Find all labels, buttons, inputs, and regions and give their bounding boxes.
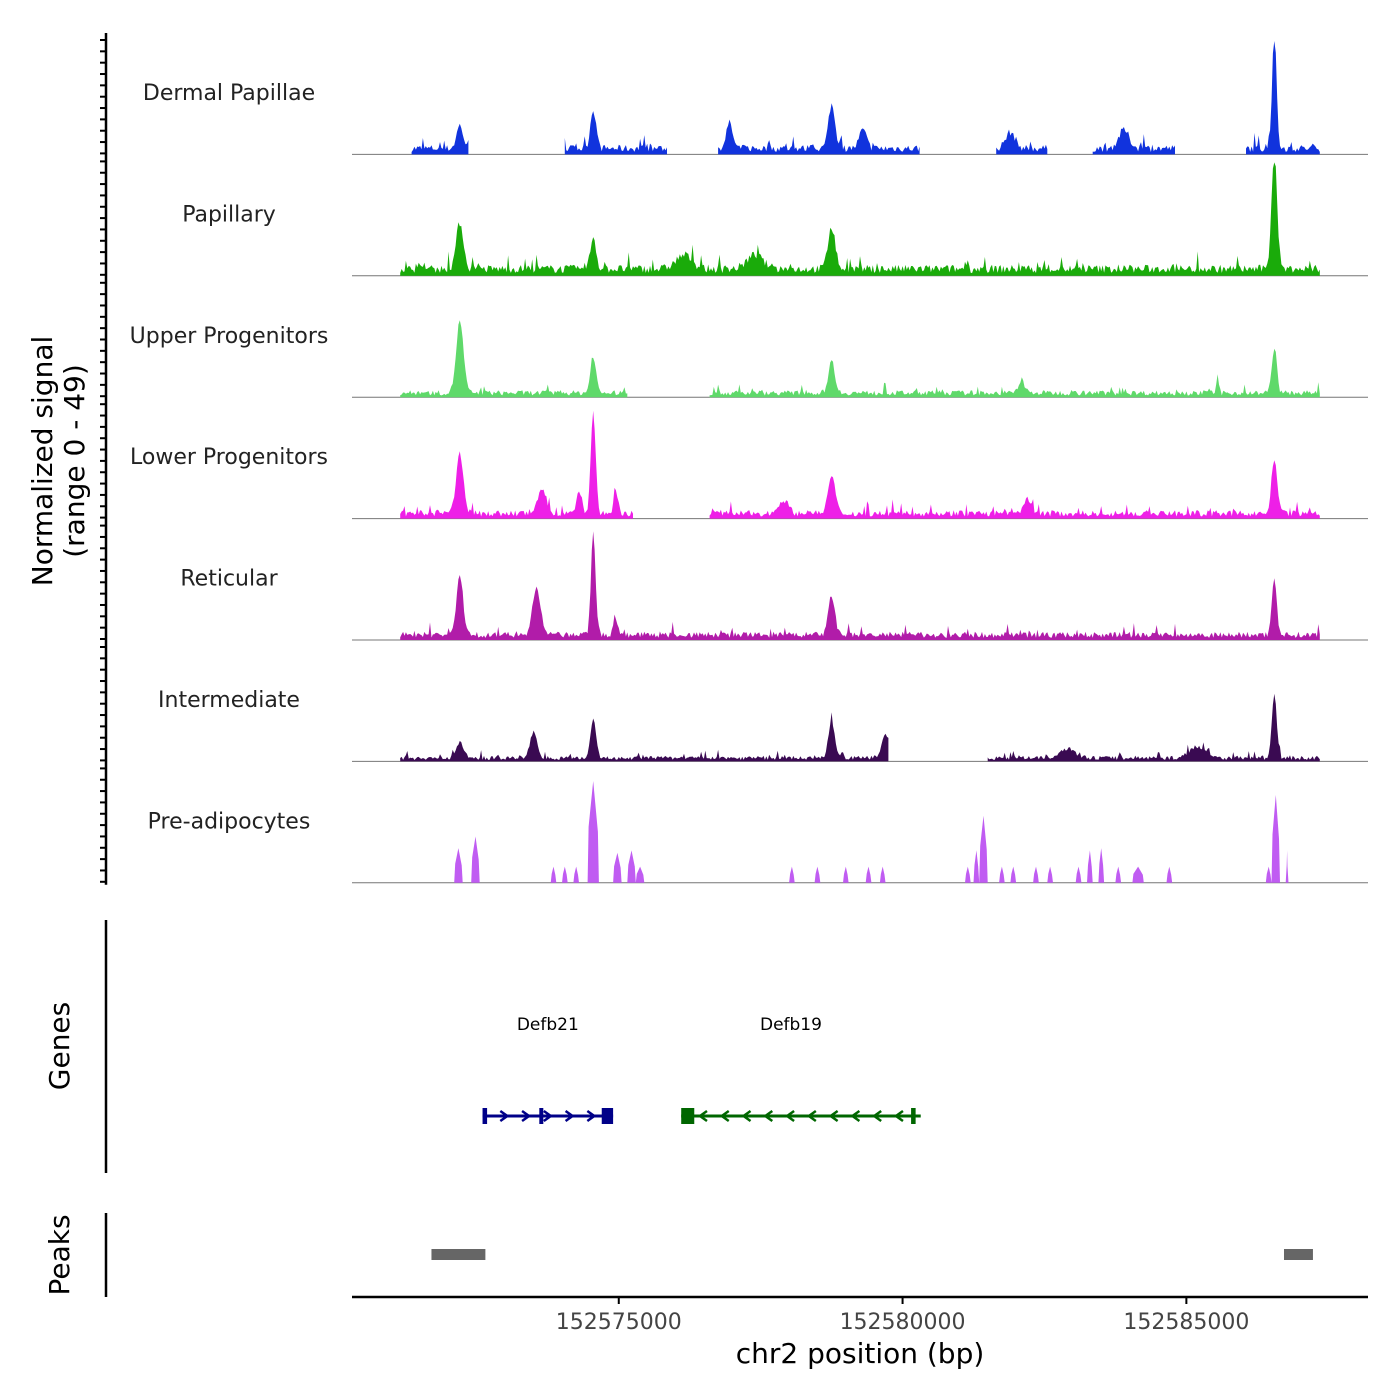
coverage-block bbox=[814, 866, 821, 883]
coverage-block bbox=[1115, 866, 1122, 883]
coverage-block bbox=[1132, 866, 1144, 883]
coverage-tracks: Dermal Papillae Papillary Upper Progenitor… bbox=[130, 41, 1368, 884]
coverage-block bbox=[1075, 866, 1082, 883]
gene-defb21: Defb21 bbox=[482, 1015, 614, 1124]
y-axis-label-line2: (range 0 - 49) bbox=[58, 364, 91, 558]
track-label-lower-progenitors: Lower Progenitors bbox=[130, 445, 328, 470]
gene-track: Defb21 Defb19 bbox=[482, 1015, 921, 1124]
coverage-area bbox=[400, 531, 1320, 640]
coverage-area bbox=[987, 693, 1320, 762]
exon-block bbox=[601, 1108, 614, 1124]
coverage-block bbox=[1047, 866, 1053, 883]
track-dermal-papillae: Dermal Papillae bbox=[143, 41, 1368, 155]
axes: Normalized signal (range 0 - 49) Genes P… bbox=[26, 33, 1368, 1370]
coverage-area bbox=[400, 320, 628, 398]
track-pre-adipocytes: Pre-adipocytes bbox=[148, 781, 1368, 884]
peak-region bbox=[431, 1249, 486, 1260]
peak-region bbox=[1283, 1249, 1313, 1260]
coverage-block bbox=[454, 848, 463, 883]
coverage-area bbox=[1092, 127, 1175, 155]
coverage-block bbox=[587, 781, 599, 883]
strand-arrow bbox=[784, 1109, 795, 1123]
coverage-block bbox=[879, 866, 886, 883]
track-label-papillary: Papillary bbox=[182, 202, 276, 227]
coverage-block bbox=[1271, 794, 1280, 883]
coverage-block bbox=[627, 850, 636, 883]
peaks-track-label: Peaks bbox=[43, 1214, 76, 1295]
strand-arrow bbox=[697, 1109, 708, 1123]
strand-arrow bbox=[499, 1109, 510, 1123]
coverage-area bbox=[400, 162, 1320, 276]
strand-arrow bbox=[719, 1109, 730, 1123]
strand-arrow bbox=[850, 1109, 861, 1123]
coverage-area bbox=[718, 103, 920, 155]
x-tick-label: 152575000 bbox=[556, 1310, 682, 1335]
coverage-block bbox=[1087, 850, 1093, 883]
coverage-block bbox=[471, 836, 480, 883]
coverage-area bbox=[1246, 41, 1320, 155]
strand-arrow bbox=[893, 1109, 904, 1123]
track-upper-progenitors: Upper Progenitors bbox=[130, 320, 1368, 398]
gene-label-defb19: Defb19 bbox=[760, 1015, 822, 1035]
track-label-pre-adipocytes: Pre-adipocytes bbox=[148, 809, 311, 834]
coverage-block bbox=[1098, 848, 1105, 883]
track-label-reticular: Reticular bbox=[180, 567, 278, 592]
coverage-area bbox=[400, 712, 889, 762]
gene-defb19: Defb19 bbox=[681, 1015, 921, 1124]
coverage-area bbox=[400, 410, 633, 519]
coverage-block bbox=[573, 866, 579, 883]
track-label-intermediate: Intermediate bbox=[158, 688, 300, 713]
track-label-upper-progenitors: Upper Progenitors bbox=[130, 324, 329, 349]
coverage-block bbox=[1010, 866, 1017, 883]
coverage-block bbox=[789, 866, 795, 883]
genes-track-label: Genes bbox=[43, 1002, 76, 1090]
strand-arrow bbox=[806, 1109, 817, 1123]
gene-label-defb21: Defb21 bbox=[517, 1015, 579, 1035]
strand-arrow bbox=[543, 1109, 553, 1123]
exon-block bbox=[482, 1108, 488, 1124]
track-lower-progenitors: Lower Progenitors bbox=[130, 410, 1368, 520]
strand-arrow bbox=[828, 1109, 839, 1123]
coverage-area bbox=[411, 123, 469, 155]
track-reticular: Reticular bbox=[180, 531, 1368, 641]
coverage-block bbox=[1285, 850, 1289, 883]
coverage-block bbox=[1265, 866, 1272, 883]
coverage-area bbox=[996, 129, 1048, 155]
x-tick-label: 152580000 bbox=[840, 1310, 966, 1335]
coverage-block bbox=[979, 815, 988, 883]
coverage-block bbox=[973, 850, 980, 883]
coverage-block bbox=[1033, 866, 1039, 883]
strand-arrow bbox=[741, 1109, 752, 1123]
strand-arrow bbox=[586, 1109, 597, 1123]
coverage-block bbox=[965, 866, 971, 883]
coverage-block bbox=[550, 866, 557, 883]
track-label-dermal-papillae: Dermal Papillae bbox=[143, 81, 315, 106]
strand-arrow bbox=[872, 1109, 882, 1123]
track-papillary: Papillary bbox=[182, 162, 1368, 277]
peak-track bbox=[431, 1249, 1313, 1260]
strand-arrow bbox=[763, 1109, 774, 1123]
coverage-block bbox=[865, 866, 872, 883]
exon-block bbox=[911, 1108, 916, 1124]
y-axis-label-line1: Normalized signal bbox=[26, 336, 59, 587]
coverage-area bbox=[709, 460, 1320, 519]
coverage-block bbox=[843, 866, 849, 883]
coverage-area bbox=[564, 111, 667, 155]
x-axis-label: chr2 position (bp) bbox=[736, 1337, 985, 1370]
coverage-block bbox=[999, 866, 1005, 883]
exon-block bbox=[539, 1108, 544, 1124]
exon-block bbox=[681, 1108, 695, 1124]
track-intermediate: Intermediate bbox=[158, 688, 1368, 762]
coverage-block bbox=[635, 866, 645, 883]
coverage-block bbox=[1166, 866, 1173, 883]
strand-arrow bbox=[521, 1109, 532, 1123]
coverage-area bbox=[709, 348, 1320, 398]
strand-arrow bbox=[564, 1109, 575, 1123]
coverage-block bbox=[613, 852, 622, 883]
x-tick-label: 152585000 bbox=[1123, 1310, 1249, 1335]
coverage-block bbox=[562, 866, 568, 883]
